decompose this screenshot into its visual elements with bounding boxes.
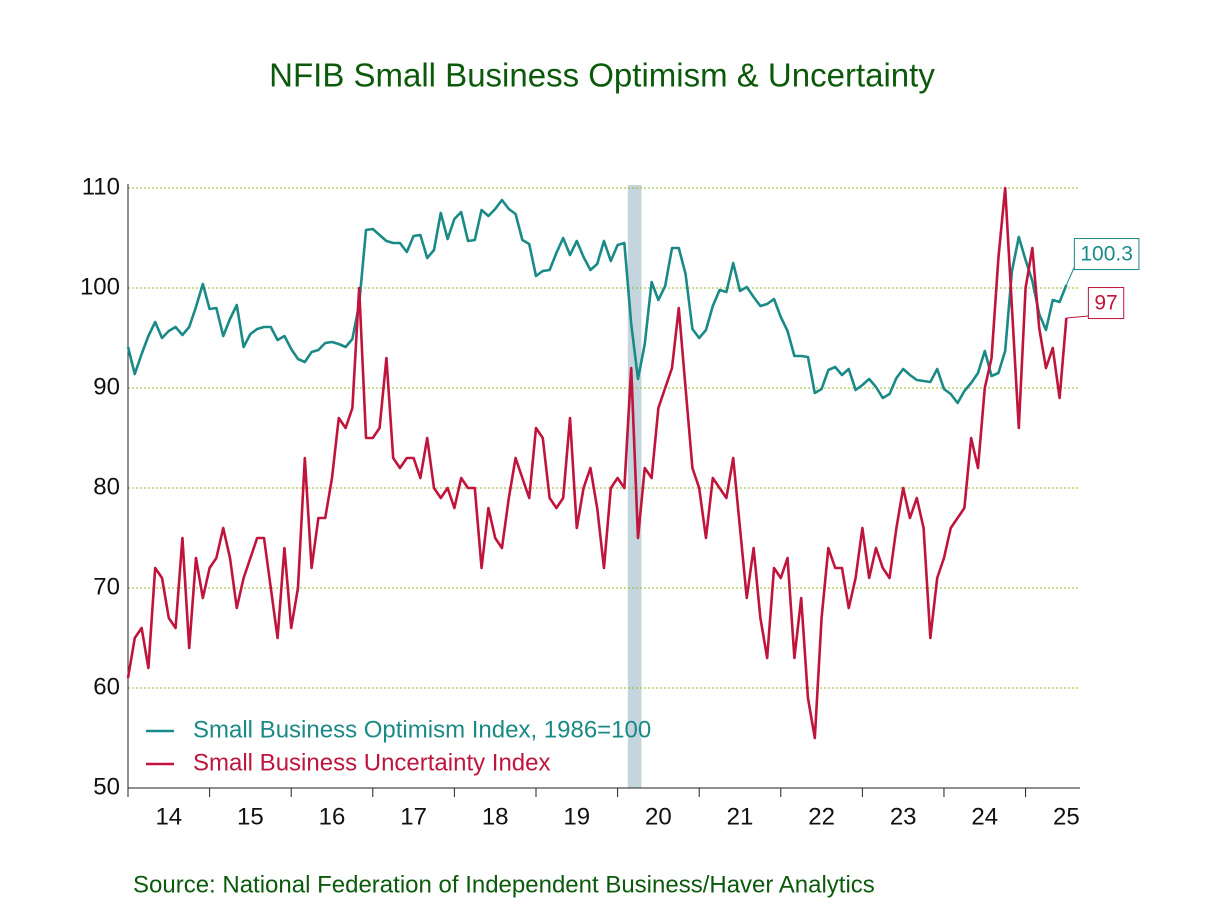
y-tick-label: 50 <box>93 773 120 800</box>
series-line <box>126 198 1068 405</box>
x-tick-label: 21 <box>727 803 754 830</box>
x-tick-label: 24 <box>971 803 998 830</box>
source-note: Source: National Federation of Independe… <box>133 871 875 898</box>
x-tick-label: 20 <box>645 803 672 830</box>
y-tick-label: 70 <box>93 573 120 600</box>
x-tick-label: 16 <box>319 803 346 830</box>
y-tick-label: 100 <box>80 273 120 300</box>
value-label: 100.3 <box>1080 243 1133 266</box>
chart-title: NFIB Small Business Optimism & Uncertain… <box>269 57 935 94</box>
y-tick-label: 110 <box>82 173 120 200</box>
legend-label: Small Business Uncertainty Index <box>193 749 551 776</box>
value-label-box <box>1087 287 1125 320</box>
x-tick-label: 25 <box>1053 803 1080 830</box>
x-tick-label: 22 <box>808 803 835 830</box>
x-tick-label: 17 <box>400 803 427 830</box>
y-tick-label: 60 <box>93 673 120 700</box>
y-tick-label: 90 <box>93 373 120 400</box>
value-label-box <box>1073 238 1140 271</box>
value-label-connector <box>1066 315 1089 319</box>
value-label-connector <box>1065 266 1075 286</box>
x-tick-label: 19 <box>563 803 590 830</box>
legend-label: Small Business Optimism Index, 1986=100 <box>193 716 651 743</box>
x-tick-label: 18 <box>482 803 509 830</box>
x-tick-label: 14 <box>155 803 182 830</box>
value-label: 97 <box>1094 292 1117 315</box>
x-tick-label: 15 <box>237 803 264 830</box>
recession-band <box>627 185 642 788</box>
x-tick-label: 23 <box>890 803 917 830</box>
series-line <box>126 186 1068 740</box>
y-tick-label: 80 <box>93 473 120 500</box>
